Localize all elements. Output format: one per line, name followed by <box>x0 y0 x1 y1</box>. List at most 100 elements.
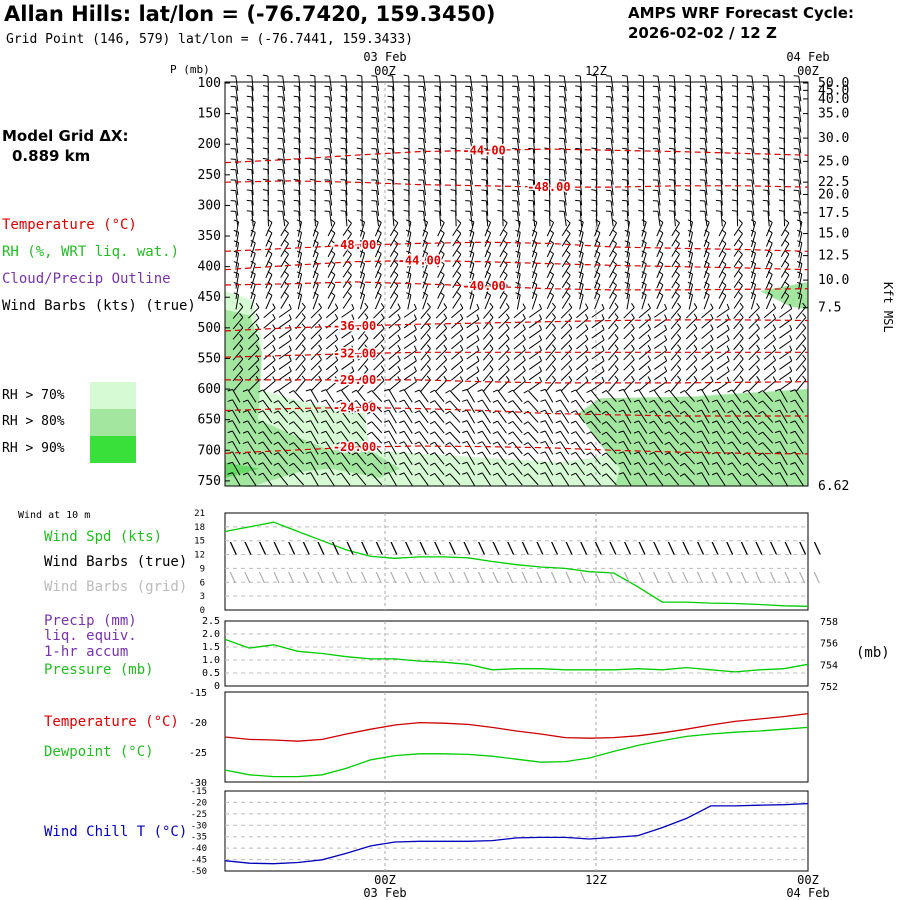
wind-barb-flag <box>638 74 644 77</box>
wind-barb-staff <box>439 190 442 206</box>
wind-barb-flag <box>277 179 283 181</box>
wind-barb-staff <box>295 369 306 382</box>
wind-barb-flag <box>273 400 279 404</box>
wind-barb-flag <box>578 229 584 233</box>
wind-barb <box>324 116 333 133</box>
wind-barb-staff <box>481 420 491 434</box>
wind-barb-flag <box>762 127 768 129</box>
grid-barb: \ <box>696 571 704 586</box>
wind-barb-flag <box>664 462 670 466</box>
wind-barb <box>387 147 395 164</box>
wind-barb-flag <box>624 250 630 254</box>
pressure-tick-label-3: 758 <box>820 617 838 628</box>
wind-barb-flag <box>649 462 655 466</box>
wind-barb <box>312 229 319 247</box>
wind-barb-flag <box>605 85 612 87</box>
wind-barb-flag <box>233 240 239 244</box>
wind-barb-staff <box>673 190 676 206</box>
true-barb: \ <box>302 539 311 557</box>
wind-barb-staff <box>420 317 431 330</box>
wind-barb-staff <box>516 242 521 258</box>
grid-barb: \ <box>740 571 748 586</box>
wind-barb-staff <box>532 96 536 112</box>
wind-barb-flag <box>313 271 319 275</box>
wind-barb-flag <box>566 292 571 297</box>
wind-barb <box>437 250 445 268</box>
wind-barb-flag <box>687 240 693 244</box>
wind-barb <box>295 333 306 351</box>
wind-barb <box>623 344 635 361</box>
wind-barb <box>523 473 539 486</box>
wind-barb-staff <box>689 211 692 227</box>
wind-barb-flag <box>605 106 612 108</box>
wind-barb-staff <box>751 96 755 112</box>
wind-barb-flag <box>318 323 322 329</box>
wind-barb <box>406 240 412 258</box>
wind-barb <box>623 375 635 392</box>
wind-barb-flag <box>406 229 412 233</box>
wind-barb <box>715 158 723 175</box>
grid-barb: \ <box>594 571 602 586</box>
wind-barb <box>758 452 774 465</box>
wind-barb <box>618 399 632 414</box>
wind-barb-flag <box>462 440 468 444</box>
wind-barb <box>750 250 757 268</box>
wind-barb-flag <box>758 452 763 456</box>
wind-barb-flag <box>497 178 503 181</box>
wind-barb <box>293 199 301 216</box>
wind-barb-staff <box>512 452 523 465</box>
wind-barb-flag <box>549 281 554 286</box>
wind-barb-flag <box>486 219 491 223</box>
wind-barb <box>687 260 694 279</box>
wind-barb-flag <box>591 199 597 202</box>
wind-barb <box>295 323 306 340</box>
wind-barb-staff <box>418 472 429 486</box>
wind-barb <box>779 366 793 381</box>
wind-barb <box>263 313 276 329</box>
wind-barb <box>679 452 695 465</box>
wind-barb-flag <box>380 303 385 308</box>
wind-barb <box>422 292 429 310</box>
wind-barb-flag <box>465 116 471 119</box>
wind-barb <box>609 291 618 310</box>
wind-barb-flag <box>288 314 292 320</box>
pressure-label: Pressure (mb) <box>44 662 154 678</box>
wind-barb-flag <box>601 452 607 456</box>
wind-barb <box>790 409 804 424</box>
wind-barb <box>420 375 431 392</box>
wind-barb-staff <box>247 462 257 476</box>
wind-barb-flag <box>481 74 487 77</box>
wind-barb <box>265 291 273 310</box>
wind-barb-staff <box>310 430 319 445</box>
wind-barb <box>465 200 473 216</box>
wind-barb-staff <box>310 420 319 434</box>
wind-barb-staff <box>403 329 417 339</box>
wind-barb <box>605 179 614 196</box>
wind-barb-flag <box>288 355 292 362</box>
wind-barb-flag <box>371 75 377 77</box>
wind-barb <box>258 462 273 476</box>
wind-barb <box>513 376 526 392</box>
wind-barb-staff <box>638 370 651 381</box>
wind-barb-staff <box>403 349 417 360</box>
wind-barb-flag <box>601 410 607 415</box>
wind-barb-flag <box>301 302 306 308</box>
wind-barb-flag <box>612 250 617 255</box>
wind-barb-flag <box>618 409 624 413</box>
true-barb: \ <box>565 539 574 557</box>
wind-barb <box>263 334 276 350</box>
wind-barb <box>242 441 257 455</box>
wind-barb-flag <box>277 116 283 119</box>
wind-barb-staff <box>609 264 618 278</box>
wind-barb-staff <box>685 348 698 361</box>
wind-barb <box>265 271 273 289</box>
wind-barb-staff <box>341 339 355 350</box>
wind-barb <box>371 210 380 227</box>
wind-barb <box>434 179 442 196</box>
wind-barb <box>570 389 585 403</box>
wind-barb-flag <box>727 441 733 445</box>
wind-barb-staff <box>232 337 244 351</box>
wind-barb <box>774 430 788 445</box>
wind-barb-staff <box>359 273 366 289</box>
wind-barb-flag <box>324 96 330 98</box>
